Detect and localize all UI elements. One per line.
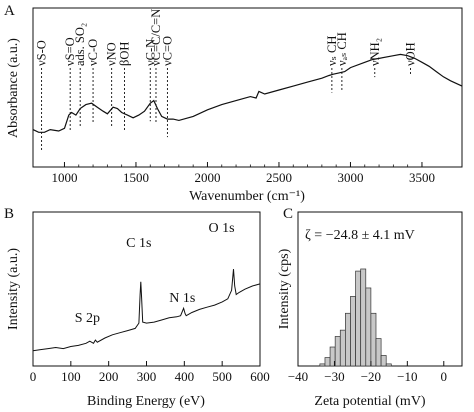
panel-a-annotation-label: νS=O: [63, 37, 77, 66]
panel-c-histogram-bar: [345, 312, 351, 367]
panel-a-frame: [32, 7, 463, 168]
panel-a-tick-label: 2000: [194, 170, 220, 185]
panel-a-tick-label: 2500: [266, 170, 292, 185]
panel-c-histogram-bar: [375, 338, 382, 367]
panel-a-tick-label: 3500: [409, 170, 435, 185]
panel-c-histogram-bar: [385, 363, 392, 367]
panel-b-tick-label: 400: [175, 369, 195, 384]
panel-a-annotation-label: νC=C/C=N: [149, 9, 163, 66]
panel-a-annotation-label: νOH: [404, 42, 418, 66]
panel-b-peak-labels: S 2p C 1s N 1s O 1s: [75, 221, 235, 326]
panel-b-spectrum-line: [32, 269, 261, 352]
panel-c-histogram-bar: [355, 270, 362, 367]
panel-b-tick-label: 100: [61, 369, 81, 384]
panel-a-annotation-label: νNH₂: [368, 38, 382, 66]
panel-c-histogram: [319, 268, 392, 367]
panel-a-annotation-label: νC-N: [143, 39, 157, 66]
panel-letter-c: C: [283, 206, 293, 222]
panel-c: ζ = −24.8 ± 4.1 mV −40 −30 −20 −10 0 Zeta po…: [277, 211, 463, 409]
panel-b-peak-label: N 1s: [169, 291, 195, 306]
panel-b-peak-label: S 2p: [75, 311, 100, 326]
panel-a-spectrum-line: [32, 53, 463, 133]
panel-a-tick-label: 1000: [51, 170, 77, 185]
panel-b-tick-label: 500: [212, 369, 232, 384]
panel-b-tick-label: 300: [137, 369, 157, 384]
panel-c-tick-label: −10: [397, 369, 417, 384]
panel-c-histogram-bar: [324, 357, 331, 367]
panel-b-tick-label: 200: [99, 369, 119, 384]
panel-c-histogram-bar: [319, 363, 326, 367]
panel-letter-a: A: [4, 3, 15, 19]
panel-c-tick-label: 0: [441, 369, 448, 384]
panel-a-annotation-label: ads. SO₂: [73, 23, 87, 66]
panel-b-tick-label: 0: [30, 369, 37, 384]
panel-c-histogram-bar: [380, 355, 387, 367]
panel-letter-b: B: [4, 206, 14, 222]
panel-a-annotation-label: νNO: [105, 42, 119, 66]
panel-c-x-axis-title: Zeta potential (mV): [314, 394, 426, 409]
panel-a-annotation-label: νC-O: [86, 39, 100, 66]
panel-c-y-axis-title: Intensity (cps): [277, 248, 292, 329]
panel-c-x-ticks: −40 −30 −20 −10 0: [288, 361, 447, 384]
panel-c-tick-label: −20: [361, 369, 381, 384]
panel-c-histogram-bar: [339, 329, 346, 367]
panel-c-histogram-bar: [370, 312, 377, 367]
panel-b-x-ticks: 0 100 200 300 400 500 600: [30, 361, 270, 384]
panel-b-peak-label: O 1s: [208, 221, 234, 236]
panel-c-histogram-bar: [334, 336, 341, 367]
panel-c-histogram-bar: [365, 287, 372, 367]
panel-a-annotation-label: νₐₛ CH: [335, 32, 349, 66]
panel-c-zeta-annotation: ζ = −24.8 ± 4.1 mV: [305, 228, 415, 243]
panel-c-histogram-bar: [360, 268, 367, 367]
panel-c-tick-label: −40: [288, 369, 308, 384]
panel-a-tick-label: 3000: [337, 170, 363, 185]
panel-b: S 2p C 1s N 1s O 1s 0 100 200 300 400 500 600 Bin…: [6, 211, 270, 409]
panel-a-annotation-label: νC=O: [160, 36, 174, 66]
panel-a-x-ticks: 1000 1500 2000 2500 3000 3500: [51, 162, 435, 185]
panel-a-y-axis-title: Absorbance (a.u.): [6, 38, 21, 138]
panel-a-tick-label: 1500: [123, 170, 149, 185]
panel-c-tick-label: −30: [324, 369, 344, 384]
panel-a-annotation-label: νₛ CH: [325, 36, 339, 66]
panel-b-y-axis-title: Intensity (a.u.): [6, 248, 21, 330]
panel-b-peak-label: C 1s: [126, 236, 151, 251]
panel-b-tick-label: 600: [250, 369, 270, 384]
panel-c-histogram-bar: [350, 296, 356, 367]
panel-b-x-axis-title: Binding Energy (eV): [87, 394, 205, 409]
panel-a-x-axis-title: Wavenumber (cm⁻¹): [189, 189, 305, 204]
panel-a-annotation-label: βOH: [118, 42, 132, 66]
panel-a-annotation-label: νS-O: [35, 40, 49, 66]
